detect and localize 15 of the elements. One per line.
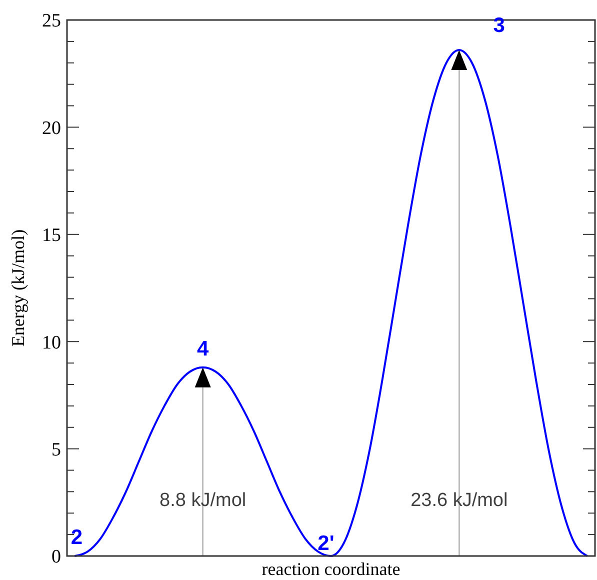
y-tick-label: 0 bbox=[52, 546, 61, 568]
y-tick-label: 15 bbox=[42, 225, 61, 246]
annotation: 4 bbox=[197, 337, 209, 360]
annotation: 3 bbox=[493, 14, 505, 38]
annotation: 8.8 kJ/mol bbox=[160, 490, 246, 511]
y-tick-label: 5 bbox=[52, 439, 61, 460]
annotation: 2 bbox=[70, 526, 83, 549]
annotation: 23.6 kJ/mol bbox=[410, 490, 508, 511]
annotation: 2' bbox=[318, 532, 334, 555]
y-tick-label: 25 bbox=[42, 10, 61, 32]
x-axis-title: reaction coordinate bbox=[262, 559, 400, 579]
y-tick-label: 10 bbox=[42, 332, 61, 354]
y-tick-label: 20 bbox=[42, 118, 61, 139]
y-axis-title: Energy (kJ/mol) bbox=[8, 229, 28, 347]
line-series bbox=[74, 49, 588, 557]
